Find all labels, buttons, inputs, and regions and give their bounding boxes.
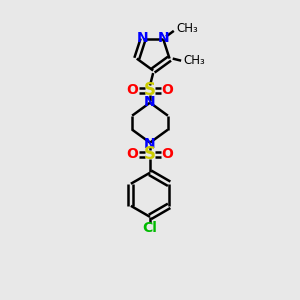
Text: CH₃: CH₃ (183, 54, 205, 67)
Text: O: O (162, 83, 174, 97)
Text: N: N (144, 137, 156, 151)
Text: N: N (158, 31, 169, 45)
Text: S: S (144, 145, 156, 163)
Text: N: N (144, 94, 156, 109)
Text: CH₃: CH₃ (176, 22, 198, 35)
Text: O: O (126, 83, 138, 97)
Text: Cl: Cl (142, 221, 158, 235)
Text: S: S (144, 81, 156, 99)
Text: O: O (126, 147, 138, 161)
Text: N: N (137, 31, 149, 45)
Text: O: O (162, 147, 174, 161)
